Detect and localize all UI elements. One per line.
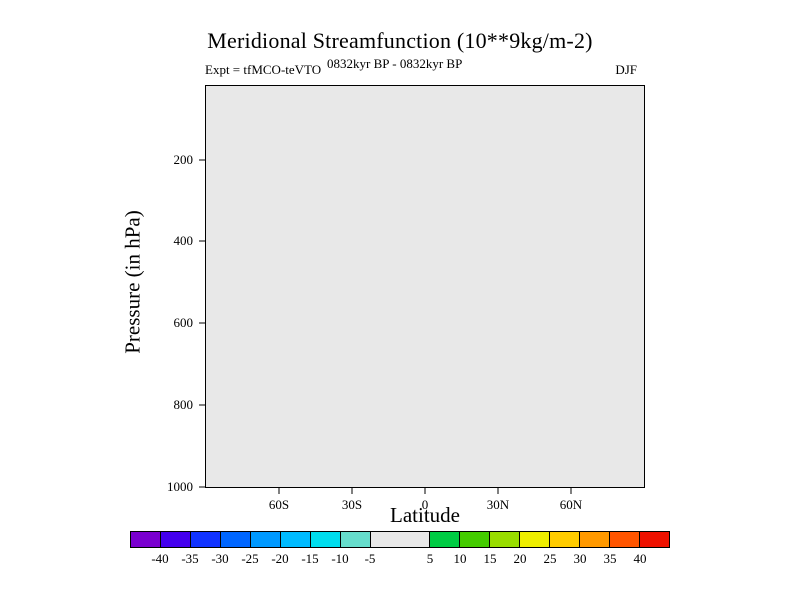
y-tick-label: 1000 [167,479,193,494]
colorbar-segment [220,532,250,547]
colorbar-segment [579,532,609,547]
colorbar-segment [370,532,429,547]
colorbar-tick-label: 5 [426,551,434,566]
subtitle-row: Expt = tfMCO-teVTO 0832kyr BP - 0832kyr … [205,56,645,77]
chart-title: Meridional Streamfunction (10**9kg/m-2) [207,28,593,53]
plot-area: 200 400 600 800 1000 60S 30S 0 30N 60N [167,85,645,512]
colorbar-segment [280,532,310,547]
y-axis-ticks: 200 400 600 800 1000 [167,86,644,494]
x-tick-mark [497,487,499,494]
colorbar-segment [131,532,160,547]
colorbar-tick-label: -25 [241,551,259,566]
colorbar-segment [639,532,669,547]
x-tick-label: 30N [486,497,510,512]
x-tick-label: 60N [559,497,583,512]
colorbar-tick-label: -30 [211,551,229,566]
x-tick-mark [351,487,353,494]
colorbar [130,531,670,548]
colorbar-segment [609,532,639,547]
x-axis-ticks: 60S 30S 0 30N 60N [206,86,644,512]
colorbar-segment [519,532,549,547]
colorbar-segment [459,532,489,547]
colorbar-segment [489,532,519,547]
colorbar-tick-label: 35 [603,551,617,566]
colorbar-labels: -40 -35 -30 -25 -20 -15 -10 -5 5 10 15 20 25 30 35 40 [130,551,670,567]
x-tick-label: 30S [341,497,363,512]
x-tick-label: 60S [268,497,290,512]
colorbar-tick-label: 20 [513,551,527,566]
y-tick-label: 800 [173,397,194,413]
colorbar-segment [429,532,459,547]
colorbar-tick-label: -40 [151,551,169,566]
colorbar-tick-label: -5 [364,551,376,566]
y-tick-label: 600 [173,315,194,331]
y-tick-label: 400 [173,233,194,249]
colorbar-segment [190,532,220,547]
colorbar-tick-label: 10 [453,551,467,566]
y-axis-title: Pressure (in hPa) [120,210,145,354]
colorbar-segment [160,532,190,547]
colorbar-tick-label: -35 [181,551,199,566]
y-tick-label: 200 [173,151,194,167]
colorbar-tick-label: -10 [331,551,349,566]
y-tick-mark [199,159,206,161]
x-tick-label: 0 [421,497,429,512]
colorbar-segment [310,532,340,547]
x-tick-mark [424,487,426,494]
x-axis-title: Latitude [390,503,460,527]
experiment-label: Expt = tfMCO-teVTO [205,62,322,77]
colorbar-tick-label: -20 [271,551,289,566]
colorbar-segment [250,532,280,547]
colorbar-tick-label: 15 [483,551,497,566]
colorbar-tick-label: 25 [543,551,557,566]
period-superscript-label: 0832kyr BP - 0832kyr BP [327,56,463,71]
y-tick-mark [199,486,206,488]
y-tick-mark [199,404,206,406]
season-label: DJF [615,62,637,77]
y-tick-mark [199,240,206,242]
colorbar-segment [549,532,579,547]
colorbar-tick-label: 30 [573,551,587,566]
colorbar-segment [340,532,370,547]
x-tick-mark [570,487,572,494]
colorbar-tick-label: -15 [301,551,319,566]
colorbar-tick-label: 40 [633,551,647,566]
x-tick-mark [278,487,280,494]
y-tick-mark [199,322,206,324]
